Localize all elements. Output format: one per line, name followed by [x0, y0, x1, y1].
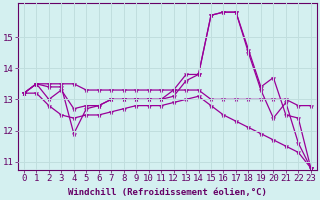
- X-axis label: Windchill (Refroidissement éolien,°C): Windchill (Refroidissement éolien,°C): [68, 188, 267, 197]
